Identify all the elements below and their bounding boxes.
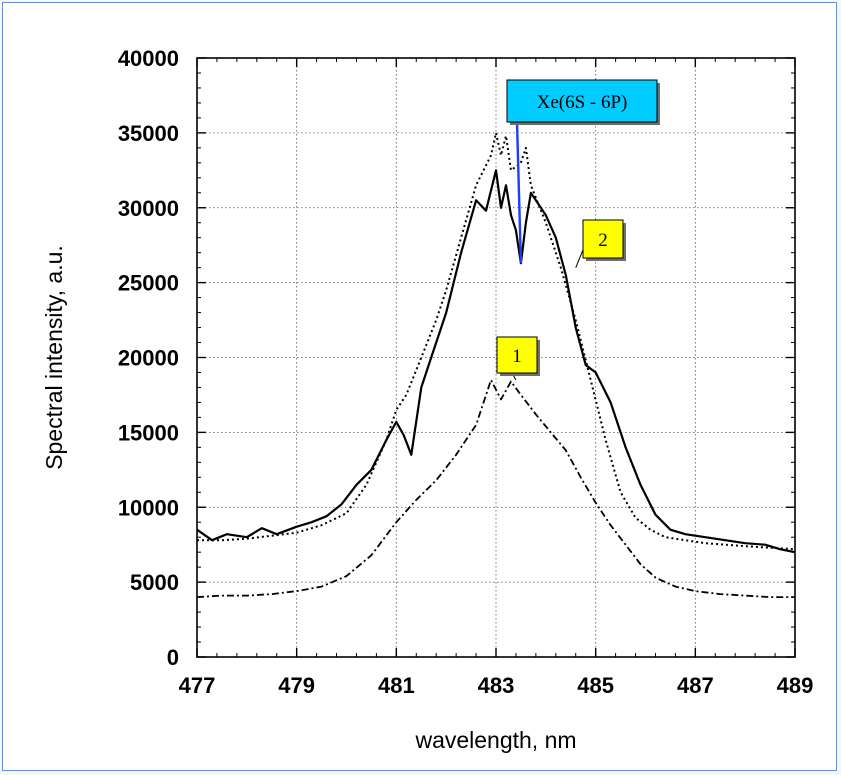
grid bbox=[197, 58, 795, 657]
annotation-box bbox=[582, 219, 624, 259]
y-tick-label: 30000 bbox=[118, 196, 179, 221]
annotation-box bbox=[496, 336, 538, 374]
y-tick-label: 25000 bbox=[118, 271, 179, 296]
annotations: Xe(6S - 6P) 2 1 bbox=[496, 79, 660, 381]
series-line-solid bbox=[196, 169, 796, 554]
y-axis-title: Spectral intensity, a.u. bbox=[41, 245, 67, 470]
y-tick-label: 40000 bbox=[118, 46, 179, 71]
y-tick-label: 5000 bbox=[130, 570, 179, 595]
x-tick-label: 479 bbox=[278, 673, 315, 698]
y-tick-label: 10000 bbox=[118, 495, 179, 520]
axis-ticks: 0 5000 10000 15000 20000 25000 30000 35000 40000… bbox=[118, 46, 814, 698]
series-line-dash-dot bbox=[196, 379, 795, 598]
y-tick-label: 20000 bbox=[118, 346, 179, 371]
annotation-label: 1 bbox=[512, 346, 522, 367]
x-tick-label: 477 bbox=[179, 673, 216, 698]
annotation-pointer bbox=[515, 121, 523, 264]
x-tick-label: 487 bbox=[677, 673, 714, 698]
annotation-label: 2 bbox=[598, 230, 608, 251]
y-tick-label: 15000 bbox=[118, 420, 179, 445]
x-tick-label: 483 bbox=[478, 673, 515, 698]
x-tick-label: 485 bbox=[577, 673, 614, 698]
x-tick-label: 489 bbox=[777, 673, 814, 698]
annotation-box bbox=[506, 79, 658, 123]
y-tick-label: 0 bbox=[167, 645, 179, 670]
x-axis-title: wavelength, nm bbox=[414, 727, 576, 753]
series-group bbox=[196, 131, 796, 598]
annotation-label: Xe(6S - 6P) bbox=[537, 92, 628, 113]
series-line-dotted bbox=[197, 131, 796, 551]
x-tick-label: 481 bbox=[378, 673, 415, 698]
y-tick-label: 35000 bbox=[118, 121, 179, 146]
